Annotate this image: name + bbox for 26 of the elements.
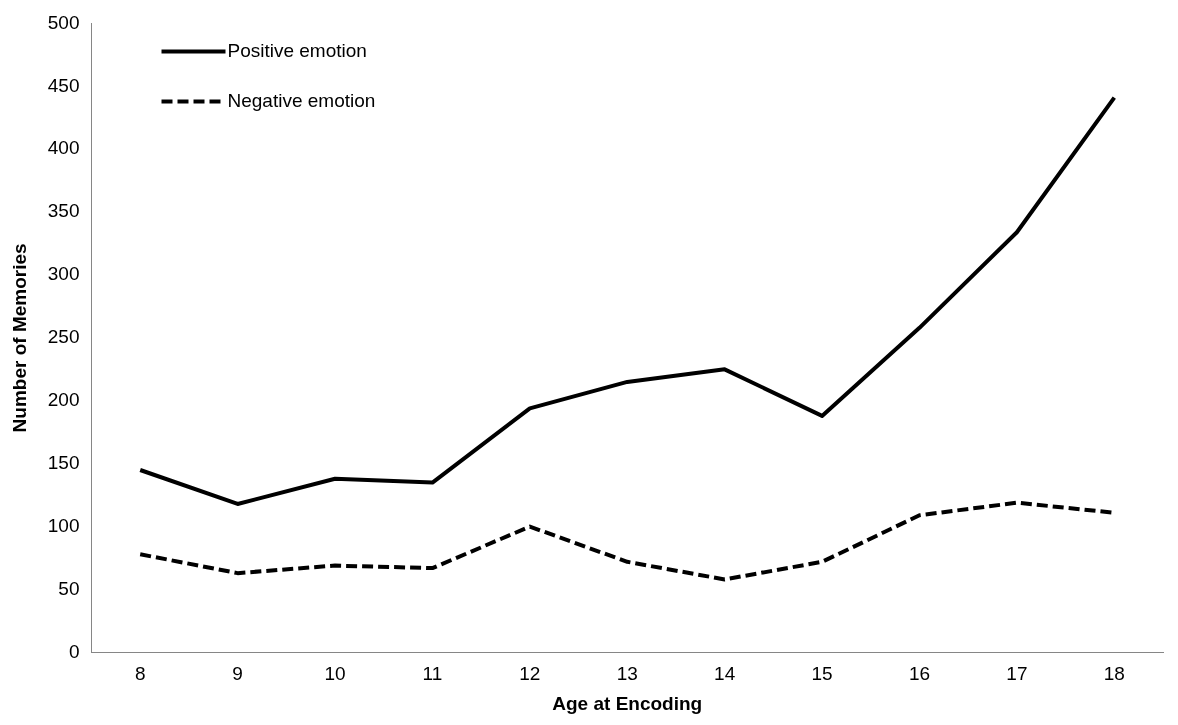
x-tick-label: 13 [616,663,638,685]
x-tick-label: 9 [232,663,243,685]
x-tick-label: 14 [714,663,736,685]
y-tick-label: 350 [47,200,80,222]
legend-label: Positive emotion [227,39,367,61]
x-tick-label: 18 [1103,663,1125,685]
y-tick-label: 300 [47,263,80,285]
y-tick-label: 450 [47,74,80,96]
x-tick-label: 16 [908,663,931,685]
y-tick-label: 250 [47,326,80,348]
y-tick-label: 150 [47,451,80,473]
y-axis-title: Number of Memories [8,243,30,433]
x-axis-title: Age at Encoding [552,692,703,714]
y-tick-label: 400 [47,137,80,159]
y-tick-label: 200 [47,389,80,411]
y-tick-label: 500 [47,11,80,33]
y-tick-label: 0 [68,640,80,662]
y-tick-label: 100 [47,514,80,536]
x-tick-label: 17 [1006,663,1028,685]
x-tick-label: 15 [811,663,833,685]
x-tick-label: 11 [422,663,443,685]
legend-label: Negative emotion [227,89,376,111]
x-tick-label: 10 [324,663,346,685]
x-tick-label: 8 [134,663,146,685]
x-tick-label: 12 [519,663,541,685]
y-tick-label: 50 [58,577,80,599]
